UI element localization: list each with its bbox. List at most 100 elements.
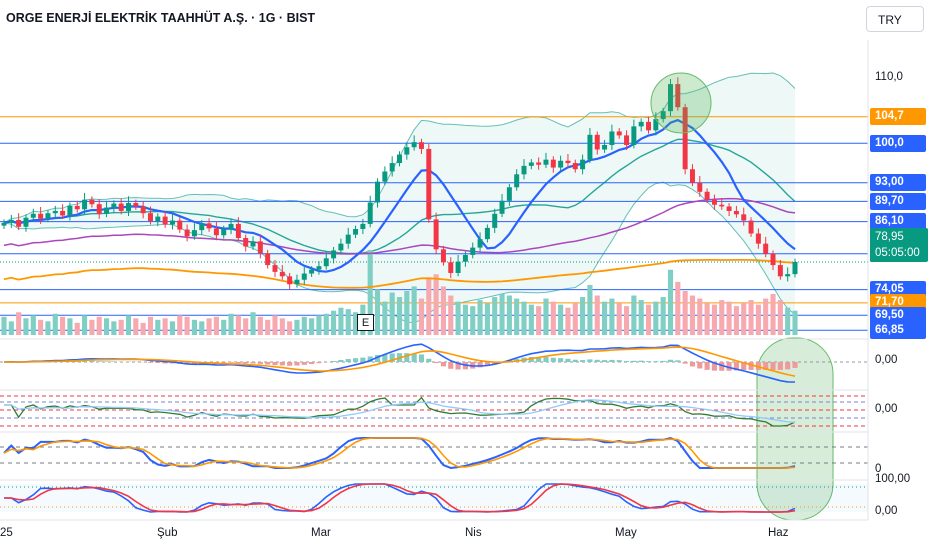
candle: [111, 200, 117, 213]
volume-bar: [558, 304, 564, 335]
candle-body: [74, 205, 80, 210]
volume-bar: [118, 319, 124, 335]
volume-bar: [675, 281, 681, 335]
currency-button[interactable]: TRY: [866, 6, 924, 32]
candle: [689, 164, 695, 187]
chart-title: ORGE ENERJİ ELEKTRİK TAAHHÜT A.Ş. · 1G ·…: [6, 11, 316, 25]
volume-bar: [785, 307, 791, 335]
candle: [719, 197, 725, 210]
volume-bar: [23, 318, 29, 335]
volume-bar: [528, 304, 534, 335]
macd-histogram-bar: [440, 362, 447, 367]
candles[interactable]: [1, 77, 798, 290]
candle-body: [433, 219, 439, 250]
candle-body: [301, 273, 307, 280]
candle-body: [711, 199, 717, 205]
volume-bar: [477, 300, 483, 335]
earnings-event-marker[interactable]: E: [357, 314, 374, 331]
volume-bar: [294, 319, 300, 335]
volume-bar: [301, 316, 307, 335]
candle-body: [213, 228, 219, 236]
macd-histogram-bar: [345, 358, 351, 362]
candle-body: [470, 247, 476, 255]
candle: [572, 159, 578, 173]
volume-bar: [38, 319, 44, 335]
macd-histogram-bar: [623, 360, 630, 362]
candle-body: [733, 210, 739, 215]
candle-body: [367, 202, 373, 224]
candle: [213, 221, 219, 241]
candle-body: [397, 154, 402, 164]
stochrsi-100-label: 100,00: [875, 473, 911, 485]
candle-body: [477, 239, 483, 248]
candle: [418, 138, 424, 155]
macd-histogram-bar: [294, 362, 300, 366]
candle: [177, 217, 183, 233]
candle: [345, 227, 351, 249]
candle: [1, 219, 7, 229]
candle-body: [506, 187, 512, 201]
volume-bar: [52, 313, 58, 335]
candle-body: [199, 223, 205, 231]
candle: [16, 213, 22, 231]
candle-body: [191, 230, 197, 237]
candle-body: [616, 131, 622, 136]
macd-histogram-bar: [602, 360, 608, 362]
candle: [777, 260, 783, 280]
candle-body: [162, 216, 168, 225]
volume-bar: [287, 321, 293, 335]
macd-histogram-bar: [594, 359, 600, 362]
volume-bar: [1, 316, 7, 335]
volume-bar: [155, 319, 161, 335]
volume-bar: [257, 316, 263, 335]
candle: [89, 196, 95, 208]
volume-bar: [536, 306, 542, 335]
candle: [704, 188, 710, 204]
stochrsi-d-line: [4, 483, 796, 513]
macd-histogram-bar: [689, 362, 696, 367]
volume-bar: [279, 318, 285, 335]
volume-bar: [704, 303, 710, 335]
candle: [52, 205, 58, 219]
candle: [455, 254, 461, 277]
volume-bar: [623, 306, 630, 335]
candle: [45, 209, 51, 223]
volume-bar: [309, 318, 315, 335]
volume-bar: [682, 290, 688, 335]
macd-histogram-bar: [418, 354, 425, 362]
candle: [668, 79, 673, 117]
candle: [30, 208, 36, 222]
candle: [60, 204, 66, 219]
volume-bar: [323, 313, 329, 335]
volume-bar: [382, 301, 388, 335]
candle-body: [763, 243, 769, 254]
volume-bar: [792, 310, 798, 335]
candle: [287, 272, 293, 290]
candle: [462, 251, 468, 267]
macd-histogram-bar: [89, 360, 95, 362]
volume-bar: [719, 300, 725, 335]
candle: [104, 200, 110, 218]
candle: [331, 247, 337, 264]
volume-bar: [506, 295, 512, 335]
volume-bar: [697, 298, 703, 335]
volume-bar: [67, 318, 73, 335]
candle-body: [609, 131, 615, 145]
macd-histogram-bar: [777, 362, 783, 370]
candle: [433, 212, 439, 255]
candle: [741, 207, 747, 226]
macd-histogram-bar: [484, 362, 490, 366]
candle-body: [89, 199, 95, 205]
volume-bar: [45, 321, 51, 335]
volume-bar: [352, 312, 359, 335]
stoch-d-line: [3, 437, 796, 469]
candle-body: [594, 134, 600, 150]
macd-histogram-bar: [96, 361, 102, 362]
candle: [147, 206, 153, 225]
candle: [448, 257, 454, 279]
candle-body: [360, 223, 366, 229]
candle-body: [675, 84, 681, 108]
candle: [711, 194, 717, 210]
macd-histogram-bar: [111, 361, 117, 362]
